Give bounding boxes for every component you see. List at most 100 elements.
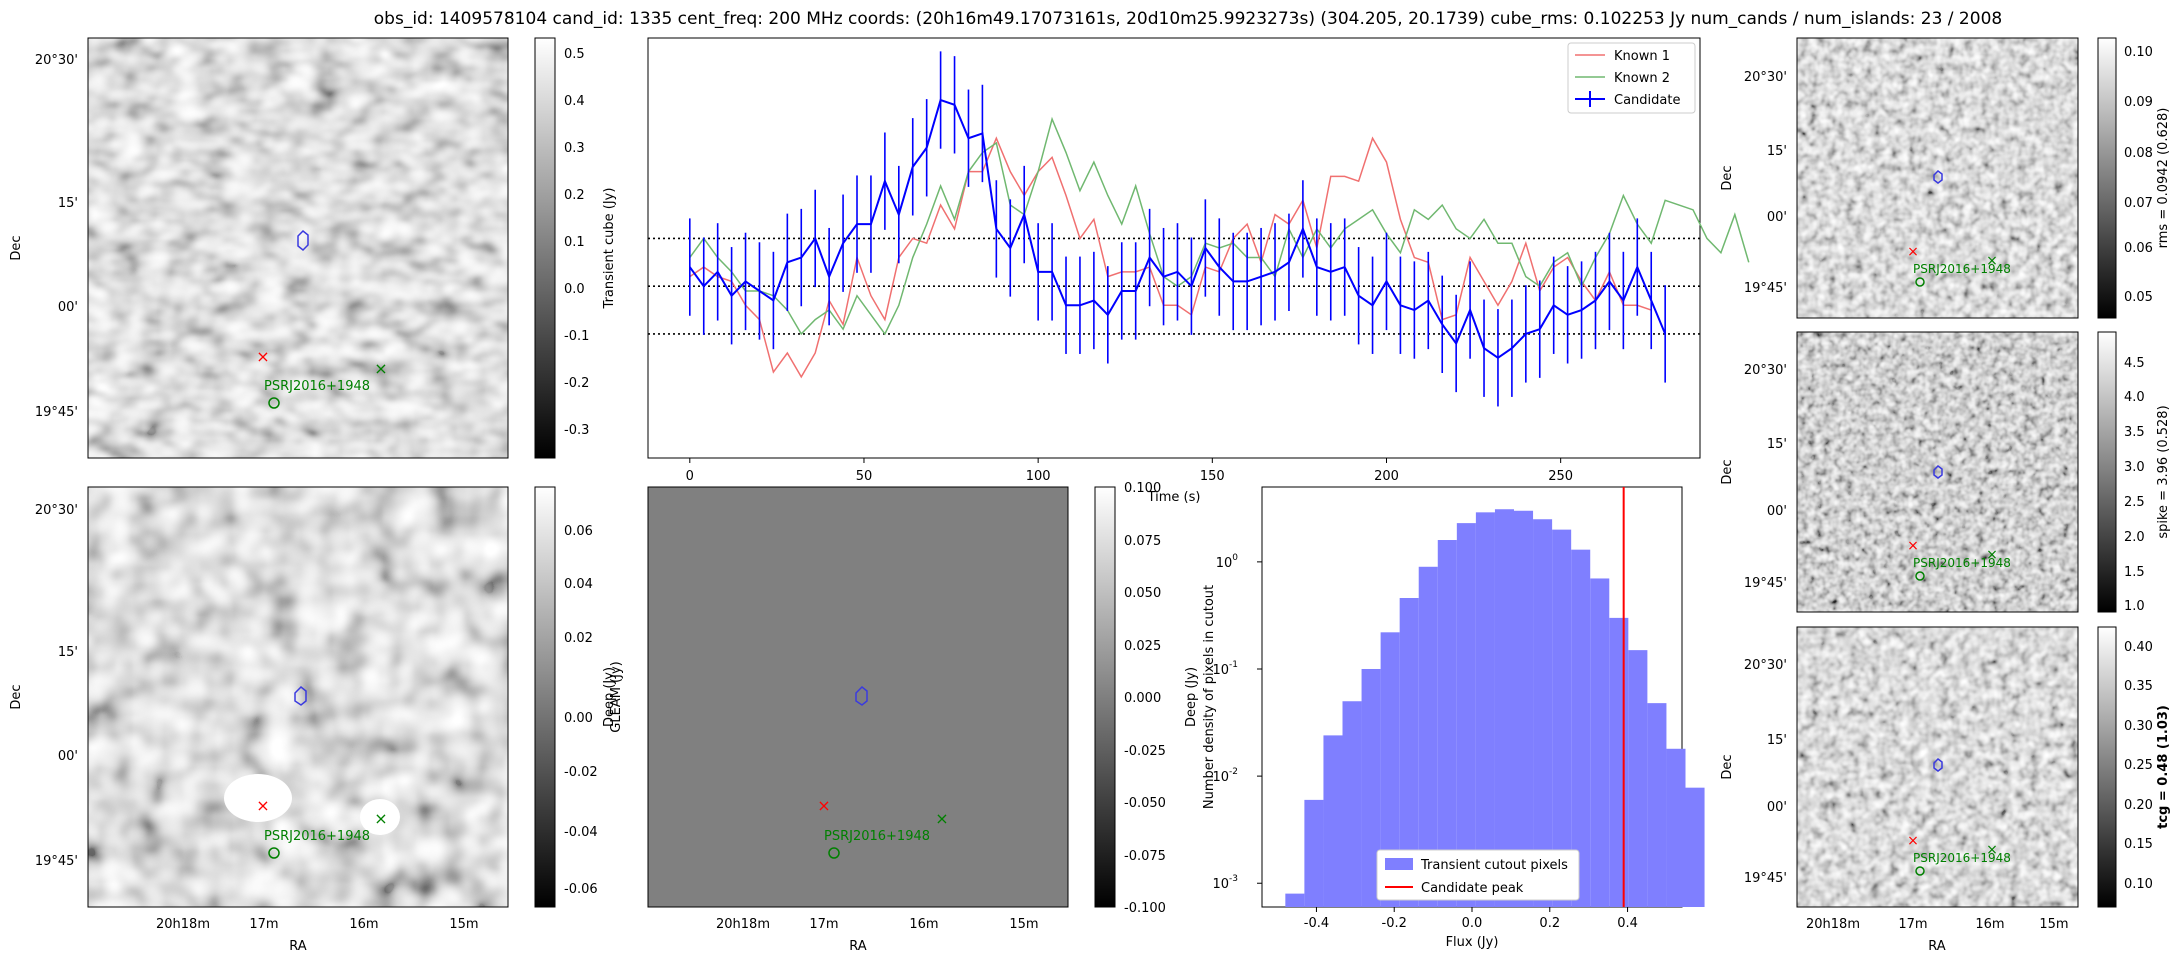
- dec-axis-label: Dec: [1720, 459, 1735, 484]
- time-tick-label: 150: [1200, 469, 1225, 484]
- ra-tick-label: 15m: [449, 917, 478, 932]
- bright-blob: [224, 774, 292, 822]
- colorbar-tick: 0.3: [564, 141, 585, 156]
- histogram-bar: [1285, 893, 1305, 907]
- colorbar-tick: 0.000: [1124, 691, 1161, 706]
- colorbar-tick: -0.075: [1124, 849, 1166, 864]
- dec-tick-label: 20°30': [35, 503, 78, 518]
- dec-tick-label: 19°45': [35, 854, 78, 869]
- density-tick-exponent: -1: [1229, 660, 1238, 670]
- dec-tick-label: 20°30': [1744, 363, 1787, 378]
- dec-tick-label: 19°45': [1744, 281, 1787, 296]
- histogram-bar: [1552, 529, 1572, 907]
- histogram-bar: [1437, 540, 1457, 907]
- gleam-image-panel: × × PSRJ2016+1948 GLEAM (Jy) 20h18m 17m …: [609, 481, 1166, 954]
- time-tick-label: 100: [1026, 469, 1051, 484]
- deep-image-panel: × × PSRJ2016+1948 20°30' 15' 00' 19°45' …: [9, 486, 617, 954]
- colorbar-tick: -0.2: [564, 376, 589, 391]
- colorbar-tick: 2.0: [2124, 530, 2145, 545]
- colorbar-label: Deep (Jy): [602, 667, 617, 727]
- source-label: PSRJ2016+1948: [264, 379, 370, 394]
- colorbar-tick: 0.10: [2124, 877, 2153, 892]
- flux-tick-label: -0.2: [1382, 916, 1407, 931]
- deep-image: [88, 487, 508, 907]
- flux-axis-label: Flux (Jy): [1446, 935, 1499, 950]
- source-label: PSRJ2016+1948: [1913, 262, 2011, 276]
- colorbar-tick: 0.40: [2124, 640, 2153, 655]
- green-circle-marker: [268, 847, 280, 859]
- histogram-bar: [1666, 748, 1686, 907]
- dec-tick-label: 00': [1767, 210, 1787, 225]
- candidate-contour: [294, 685, 307, 706]
- ra-axis-label: RA: [849, 939, 867, 954]
- green-circle-marker: [828, 847, 840, 859]
- colorbar-tick: 0.05: [2124, 290, 2153, 305]
- colorbar-tick: 0.0: [564, 282, 585, 297]
- rms-image-panel: × × PSRJ2016+1948 20°30' 15' 00' 19°45' …: [1720, 37, 2171, 319]
- red-cross-marker: ×: [256, 347, 269, 366]
- dec-tick-label: 20°30': [1744, 658, 1787, 673]
- candidate-contour: [855, 685, 868, 706]
- lightcurve-legend: Known 1 Known 2 Candidate: [1567, 42, 1696, 114]
- lightcurve-series: [688, 51, 1750, 407]
- colorbar-tick: -0.1: [564, 329, 589, 344]
- dec-tick-label: 15': [1767, 144, 1787, 159]
- candidate-contour: [1933, 465, 1943, 479]
- colorbar: 0.06 0.04 0.02 0.00 -0.02 -0.04 -0.06 De…: [534, 486, 617, 908]
- series-line-known-1: [689, 136, 1652, 379]
- colorbar: 0.5 0.4 0.3 0.2 0.1 0.0 -0.1 -0.2 -0.3 T…: [534, 37, 617, 459]
- colorbar-label: Transient cube (Jy): [602, 188, 617, 310]
- series-line-candidate: [688, 98, 1667, 359]
- colorbar-tick: 1.0: [2124, 599, 2145, 614]
- colorbar-label: spike = 3.96 (0.528): [2156, 405, 2171, 538]
- ra-tick-label: 17m: [809, 917, 838, 932]
- dec-axis: 20°30' 15' 00' 19°45' Dec: [9, 503, 78, 869]
- histogram-legend: Transient cutout pixels Candidate peak: [1376, 849, 1580, 901]
- dec-tick-label: 00': [1767, 800, 1787, 815]
- candidate-contour: [297, 229, 309, 252]
- ra-tick-label: 15m: [2039, 917, 2068, 932]
- green-circle-marker: [268, 397, 280, 409]
- ra-tick-label: 15m: [1009, 917, 1038, 932]
- dec-tick-label: 15': [58, 196, 78, 211]
- spike-image: [1797, 332, 2078, 612]
- colorbar-label: tcg = 0.48 (1.03): [2156, 705, 2171, 829]
- colorbar-tick: 0.25: [2124, 758, 2153, 773]
- dec-tick-label: 19°45': [35, 405, 78, 420]
- histogram-bar: [1514, 510, 1534, 907]
- histogram-bar: [1533, 519, 1553, 907]
- histogram-bar: [1380, 632, 1400, 907]
- dec-tick-label: 20°30': [35, 53, 78, 68]
- colorbar-tick: 0.08: [2124, 146, 2153, 161]
- green-circle-marker: [1915, 571, 1925, 581]
- dec-tick-label: 15': [1767, 437, 1787, 452]
- colorbar-tick: 0.025: [1124, 639, 1161, 654]
- red-cross-marker: ×: [817, 796, 830, 815]
- dec-tick-label: 15': [1767, 733, 1787, 748]
- colorbar-tick: 0.09: [2124, 95, 2153, 110]
- source-label: PSRJ2016+1948: [824, 829, 930, 844]
- colorbar-tick: 0.050: [1124, 586, 1161, 601]
- candidate-contour: [1933, 758, 1943, 772]
- green-cross-marker: ×: [374, 359, 387, 378]
- green-circle-marker: [1915, 277, 1925, 287]
- dec-axis-label: Dec: [9, 235, 24, 260]
- green-cross-marker: ×: [935, 809, 948, 828]
- histogram-bar: [1494, 509, 1514, 907]
- dec-tick-label: 19°45': [1744, 871, 1787, 886]
- dec-tick-label: 15': [58, 645, 78, 660]
- ra-axis: 20h18m 17m 16m 15m RA: [156, 917, 479, 954]
- transient-image-panel: × × PSRJ2016+1948 20°30' 15' 00' 19°45' …: [9, 37, 617, 459]
- legend-candidate: Candidate: [1614, 93, 1680, 108]
- colorbar-tick: -0.06: [564, 882, 598, 897]
- dec-tick-label: 00': [1767, 504, 1787, 519]
- legend-known2: Known 2: [1614, 71, 1670, 86]
- green-cross-marker: ×: [1986, 253, 1998, 269]
- density-tick-label: 100: [1216, 553, 1239, 571]
- colorbar-tick: -0.3: [564, 423, 589, 438]
- dec-tick-label: 00': [58, 749, 78, 764]
- histogram-bar: [1647, 703, 1667, 907]
- dec-axis: 20°30' 15' 00' 19°45' Dec: [9, 53, 78, 420]
- dec-tick-label: 19°45': [1744, 576, 1787, 591]
